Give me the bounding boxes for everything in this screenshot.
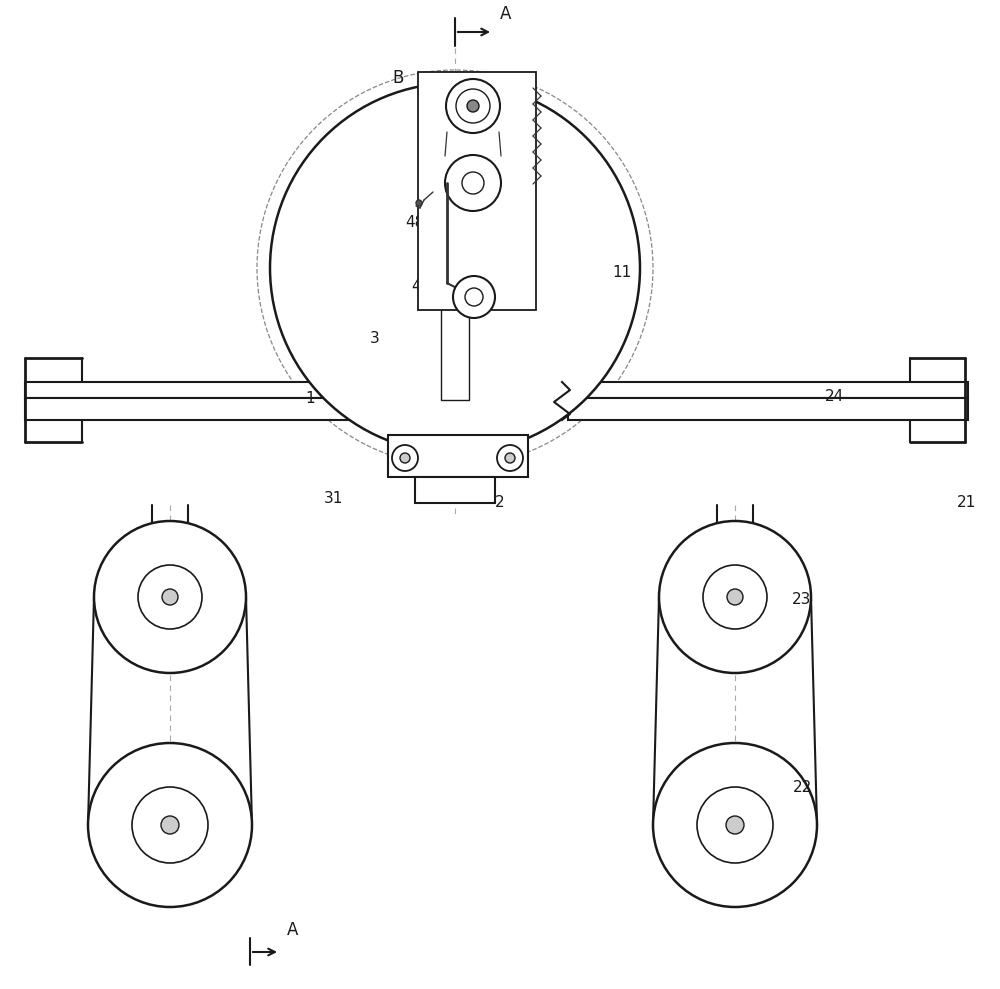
Circle shape — [653, 743, 817, 907]
Bar — [441, 72, 469, 400]
Circle shape — [445, 155, 501, 211]
Text: 46: 46 — [419, 101, 438, 116]
Text: 47: 47 — [411, 279, 430, 294]
Text: 23: 23 — [792, 592, 812, 607]
Text: 11: 11 — [612, 264, 632, 280]
Circle shape — [703, 565, 767, 629]
Circle shape — [727, 589, 743, 605]
Circle shape — [162, 589, 178, 605]
Circle shape — [505, 453, 515, 463]
Circle shape — [659, 521, 811, 673]
Text: 1: 1 — [305, 391, 315, 405]
Text: 24: 24 — [825, 389, 845, 404]
Text: B: B — [393, 69, 404, 87]
Circle shape — [726, 816, 744, 834]
Bar — [388, 435, 528, 477]
Text: A: A — [287, 921, 298, 939]
Circle shape — [456, 89, 490, 123]
Circle shape — [446, 79, 500, 133]
Bar — [418, 72, 536, 310]
Circle shape — [497, 445, 523, 471]
Circle shape — [88, 743, 252, 907]
Bar — [25, 398, 365, 420]
Circle shape — [400, 453, 410, 463]
Text: 2: 2 — [495, 494, 505, 509]
Circle shape — [392, 445, 418, 471]
Bar — [415, 477, 495, 503]
Text: A: A — [500, 5, 511, 23]
Text: 22: 22 — [792, 780, 812, 795]
Circle shape — [467, 100, 479, 112]
Circle shape — [462, 172, 484, 194]
Circle shape — [465, 288, 483, 306]
Text: 3: 3 — [370, 330, 380, 345]
Circle shape — [138, 565, 202, 629]
Text: 31: 31 — [323, 491, 343, 505]
Circle shape — [132, 787, 208, 863]
Circle shape — [161, 816, 179, 834]
Bar — [568, 382, 968, 398]
Text: 21: 21 — [956, 494, 976, 509]
Bar — [25, 382, 365, 398]
Circle shape — [94, 521, 246, 673]
Circle shape — [453, 276, 495, 318]
Bar — [568, 398, 968, 420]
Circle shape — [697, 787, 773, 863]
Circle shape — [270, 83, 640, 453]
Text: 48: 48 — [405, 215, 424, 229]
Circle shape — [416, 200, 422, 206]
